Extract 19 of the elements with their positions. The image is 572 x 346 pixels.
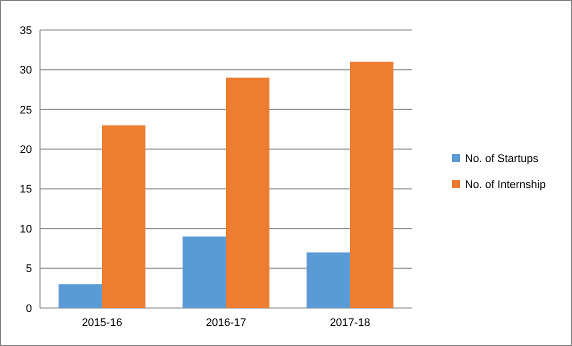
bar [182,236,226,308]
legend-label: No. of Startups [465,152,539,165]
x-tick-label: 2015-16 [82,317,122,329]
y-tick-label: 20 [20,144,32,156]
bar [102,125,146,308]
bar [350,62,394,308]
bar [226,78,270,308]
y-tick-label: 35 [20,24,32,37]
bar [58,284,102,308]
y-tick-label: 5 [26,263,32,276]
y-tick-label: 25 [20,104,32,116]
legend-label: No. of Internship [465,178,546,191]
bar [306,252,350,308]
y-tick-label: 30 [20,64,32,77]
x-tick-label: 2016-17 [206,317,246,329]
y-tick-label: 10 [20,223,32,236]
y-tick-label: 15 [20,184,32,196]
x-tick-label: 2017-18 [330,317,370,329]
y-tick-label: 0 [26,302,32,315]
